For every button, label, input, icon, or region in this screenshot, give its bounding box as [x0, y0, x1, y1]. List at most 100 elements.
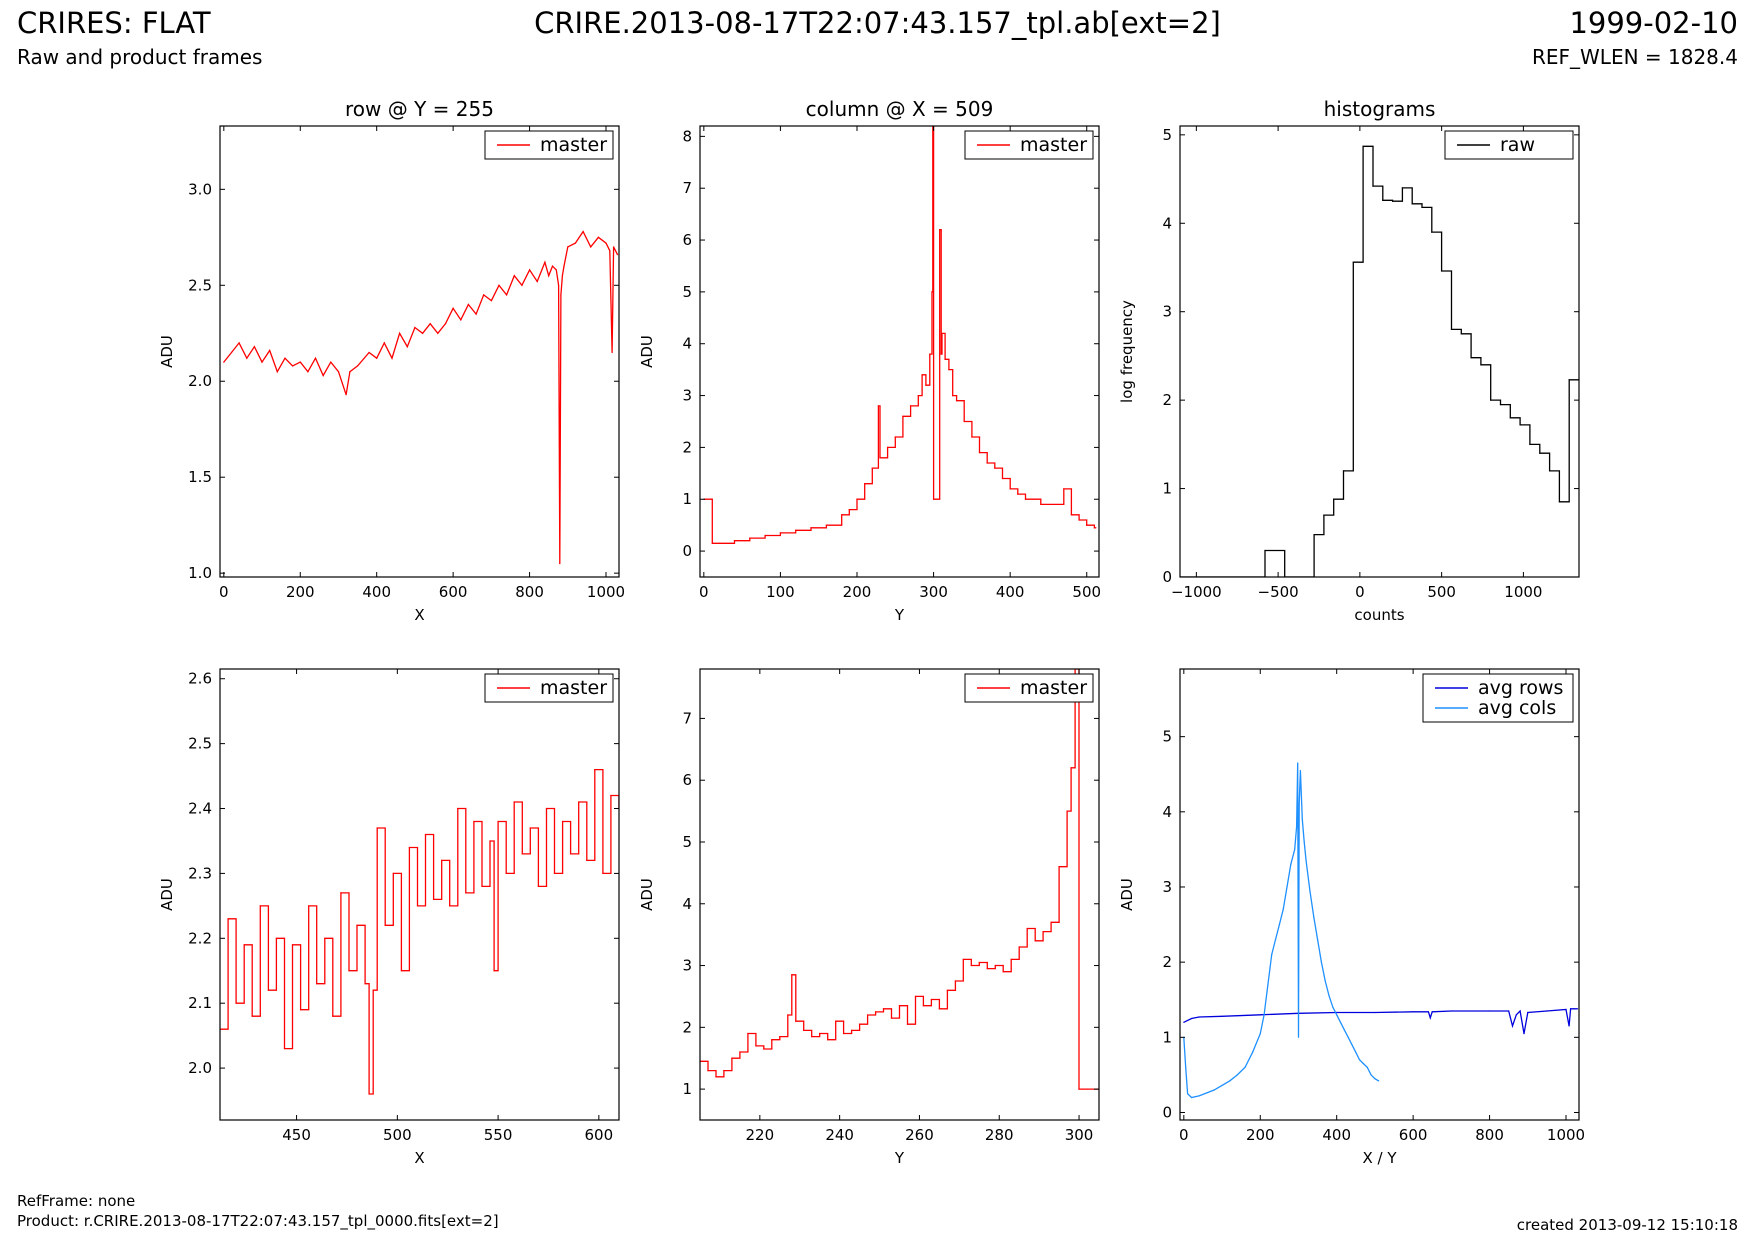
data-point	[1546, 1010, 1548, 1012]
data-point	[605, 242, 607, 244]
data-point	[894, 436, 896, 438]
y-axis-label: ADU	[158, 335, 176, 368]
data-point	[827, 1039, 829, 1041]
x-tick-label: 300	[919, 583, 948, 601]
data-point	[718, 542, 720, 544]
data-point	[1301, 818, 1303, 820]
x-tick-label: 220	[746, 1126, 775, 1144]
x-tick-label: 260	[905, 1126, 934, 1144]
data-point	[906, 1023, 909, 1025]
data-point	[755, 1045, 757, 1047]
data-point	[1412, 1011, 1414, 1013]
y-tick-label: 2.0	[188, 1059, 212, 1077]
data-point	[276, 371, 278, 373]
data-point	[1297, 762, 1299, 764]
plot-frame	[219, 668, 620, 1121]
data-point	[227, 918, 229, 920]
data-point	[1372, 185, 1374, 187]
y-tick-label: 2.0	[188, 372, 212, 390]
data-point	[1309, 890, 1311, 892]
data-point	[416, 905, 419, 907]
x-tick-label: 200	[286, 583, 315, 601]
data-point	[1185, 1066, 1187, 1068]
data-point	[963, 420, 965, 423]
y-axis-label: ADU	[1118, 878, 1136, 911]
data-point	[1078, 519, 1080, 521]
data-point	[561, 275, 564, 277]
data-point	[710, 498, 713, 500]
data-point	[867, 1014, 869, 1016]
plot-panel-5: 220 240 260 280 300 1 2 3 4 5 6 7 Y ADU master	[638, 668, 1100, 1167]
data-point	[1229, 1080, 1231, 1082]
data-point	[223, 361, 225, 363]
data-point	[1351, 1044, 1353, 1046]
data-point	[795, 1020, 797, 1022]
x-tick-label: 800	[1475, 1126, 1504, 1144]
data-point	[582, 231, 584, 233]
data-point	[787, 1014, 789, 1016]
x-tick-label: 240	[825, 1126, 854, 1144]
data-point	[902, 415, 904, 417]
data-point	[383, 342, 385, 344]
data-point	[1082, 1088, 1084, 1090]
y-tick-label: 1	[1162, 480, 1172, 498]
data-point	[562, 820, 564, 823]
legend-label: master	[1020, 677, 1087, 699]
data-point	[441, 859, 443, 862]
data-point	[779, 1036, 781, 1038]
plot-frame	[1179, 668, 1580, 1121]
data-point	[586, 859, 588, 862]
data-point	[513, 801, 515, 803]
data-point	[384, 924, 386, 926]
data-point	[933, 498, 935, 500]
data-point	[230, 351, 233, 354]
data-point	[819, 1032, 821, 1035]
data-point	[357, 365, 359, 367]
data-point	[1290, 863, 1292, 866]
legend: master	[964, 673, 1094, 703]
data-point	[399, 332, 401, 334]
data-point	[1221, 1084, 1223, 1086]
data-point	[433, 898, 435, 901]
data-point	[437, 332, 439, 334]
x-tick-label: 1000	[587, 583, 625, 601]
file-name: CRIRE.2013-08-17T22:07:43.157_tpl.ab[ext…	[534, 6, 1221, 40]
data-point	[1378, 1080, 1380, 1082]
data-point	[424, 833, 427, 836]
data-point	[978, 452, 981, 454]
plot-frame	[219, 125, 620, 578]
data-point	[843, 1032, 845, 1035]
plot-panel-4: 450 500 550 600 2.0 2.1 2.2 2.3 2.4 2.5 2.6 X ADU mas…	[158, 668, 620, 1167]
data-point	[529, 269, 531, 271]
y-tick-label: 6	[682, 231, 692, 249]
data-point	[898, 1005, 901, 1007]
y-tick-label: 6	[682, 771, 692, 789]
data-point	[1221, 1015, 1223, 1017]
data-point	[536, 280, 538, 283]
data-point	[771, 1039, 773, 1041]
data-point	[1040, 503, 1042, 505]
data-point	[1244, 1066, 1246, 1068]
data-point	[545, 807, 548, 810]
data-point	[1070, 514, 1072, 516]
data-point	[300, 1009, 302, 1011]
data-point	[910, 405, 912, 407]
data-point	[1382, 199, 1384, 201]
data-point	[597, 236, 600, 238]
data-point	[1095, 527, 1097, 529]
data-point	[1362, 145, 1364, 147]
y-tick-label: 2.5	[188, 735, 212, 753]
data-point	[1431, 1011, 1433, 1013]
y-tick-label: 4	[1162, 803, 1172, 821]
data-point	[246, 357, 248, 359]
data-point	[1026, 927, 1028, 930]
data-point	[810, 527, 812, 529]
data-point	[1352, 261, 1354, 263]
data-point	[267, 989, 269, 991]
data-point	[1489, 1010, 1491, 1012]
data-point	[1198, 1095, 1200, 1097]
data-point	[1429, 1017, 1431, 1019]
plot-frame	[699, 125, 1100, 578]
data-point	[563, 265, 565, 267]
data-point	[609, 250, 611, 252]
